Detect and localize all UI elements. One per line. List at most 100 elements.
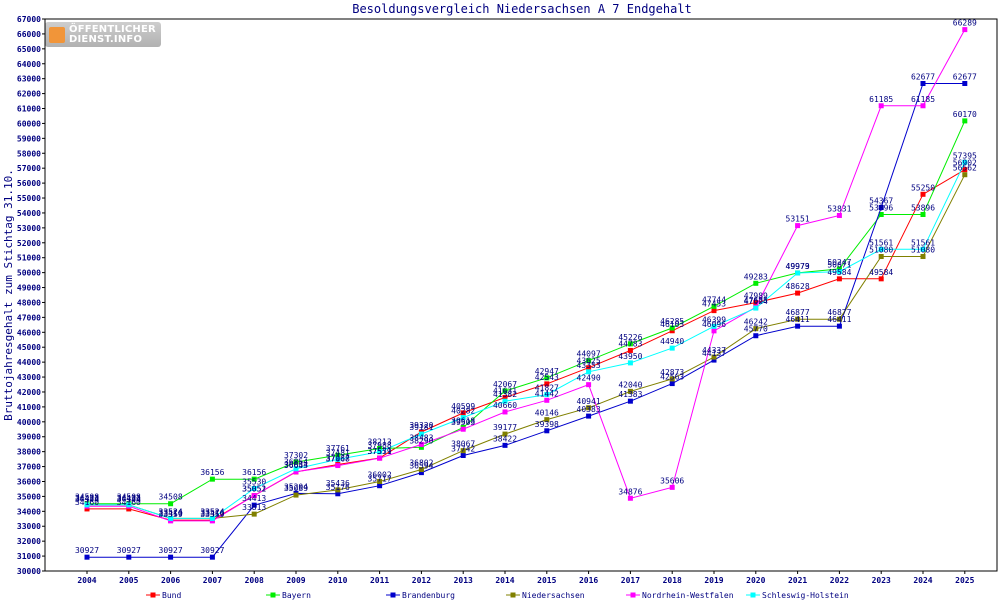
data-point — [962, 27, 968, 33]
data-point — [209, 554, 215, 560]
data-label: 51080 — [869, 246, 893, 255]
y-tick-label: 55000 — [17, 194, 41, 203]
data-point — [126, 554, 132, 560]
data-label: 37481 — [326, 448, 350, 457]
y-tick-label: 58000 — [17, 149, 41, 158]
data-label: 43353 — [577, 361, 601, 370]
x-tick-label: 2005 — [119, 576, 138, 585]
data-label: 36156 — [200, 468, 224, 477]
data-point — [544, 397, 550, 403]
data-point — [502, 431, 508, 437]
data-label: 54367 — [869, 196, 893, 205]
data-label: 44137 — [702, 349, 726, 358]
legend-label: Schleswig-Holstein — [762, 591, 849, 600]
data-label: 44783 — [618, 339, 642, 348]
data-label: 34160 — [117, 498, 141, 507]
y-tick-label: 31000 — [17, 552, 41, 561]
x-tick-label: 2021 — [788, 576, 807, 585]
data-point — [962, 118, 968, 124]
data-point — [418, 467, 424, 473]
data-label: 50247 — [827, 258, 851, 267]
data-label: 30927 — [117, 546, 141, 555]
x-tick-label: 2019 — [704, 576, 723, 585]
chart-title: Besoldungsvergleich Niedersachsen A 7 En… — [352, 2, 692, 16]
data-label: 38290 — [409, 436, 433, 445]
data-label: 33524 — [159, 507, 183, 516]
data-label: 34433 — [75, 494, 99, 503]
x-tick-label: 2004 — [77, 576, 96, 585]
data-label: 42543 — [535, 373, 559, 382]
data-label: 36594 — [409, 462, 433, 471]
data-label: 35717 — [368, 475, 392, 484]
data-label: 49584 — [869, 268, 893, 277]
data-label: 36802 — [409, 459, 433, 468]
data-point — [836, 323, 842, 329]
y-tick-label: 57000 — [17, 164, 41, 173]
y-tick-label: 32000 — [17, 537, 41, 546]
data-label: 33524 — [159, 507, 183, 516]
brand-logo-line1: ÖFFENTLICHER — [69, 23, 156, 35]
data-point — [753, 326, 759, 332]
data-point — [878, 211, 884, 217]
data-label: 41383 — [618, 390, 642, 399]
data-point — [418, 441, 424, 447]
series-line-3 — [87, 174, 966, 519]
data-label: 47685 — [744, 296, 768, 305]
data-label: 35204 — [284, 482, 308, 491]
y-tick-label: 59000 — [17, 134, 41, 143]
data-label: 53151 — [786, 215, 810, 224]
data-point — [586, 413, 592, 419]
data-point — [627, 347, 633, 353]
data-point — [836, 269, 842, 275]
data-label: 46877 — [786, 308, 810, 317]
y-tick-label: 61000 — [17, 105, 41, 114]
data-point — [377, 445, 383, 451]
x-tick-label: 2014 — [495, 576, 514, 585]
data-point — [502, 388, 508, 394]
data-label: 42563 — [660, 373, 684, 382]
data-point — [460, 448, 466, 454]
data-label: 41442 — [535, 389, 559, 398]
data-point — [377, 478, 383, 484]
data-label: 39398 — [535, 420, 559, 429]
y-tick-label: 65000 — [17, 45, 41, 54]
data-label: 34876 — [618, 487, 642, 496]
data-label: 42873 — [660, 368, 684, 377]
y-tick-label: 45000 — [17, 343, 41, 352]
data-point — [84, 554, 90, 560]
x-tick-label: 2016 — [579, 576, 598, 585]
data-label: 35176 — [326, 483, 350, 492]
data-point — [544, 381, 550, 387]
data-point — [293, 459, 299, 465]
data-label: 37302 — [284, 451, 308, 460]
data-point — [669, 484, 675, 490]
y-tick-label: 53000 — [17, 224, 41, 233]
data-point — [753, 333, 759, 339]
plot-area-frame — [44, 18, 998, 572]
legend-label: Bund — [162, 591, 181, 600]
data-point — [418, 431, 424, 437]
data-point — [627, 360, 633, 366]
data-point — [84, 502, 90, 508]
data-label: 35436 — [326, 479, 350, 488]
data-label: 33359 — [200, 510, 224, 519]
data-label: 37137 — [326, 454, 350, 463]
data-label: 36643 — [284, 461, 308, 470]
data-point — [335, 487, 341, 493]
data-label: 37988 — [368, 441, 392, 450]
data-label: 33410 — [159, 509, 183, 518]
series-line-4 — [87, 29, 966, 522]
data-point — [795, 290, 801, 296]
data-label: 34433 — [75, 494, 99, 503]
data-label: 46242 — [744, 318, 768, 327]
data-label: 61185 — [869, 95, 893, 104]
data-label: 41382 — [493, 390, 517, 399]
data-point — [502, 394, 508, 400]
data-label: 46103 — [660, 320, 684, 329]
data-point — [168, 554, 174, 560]
data-point — [669, 328, 675, 334]
x-tick-label: 2015 — [537, 576, 556, 585]
x-tick-label: 2022 — [830, 576, 849, 585]
